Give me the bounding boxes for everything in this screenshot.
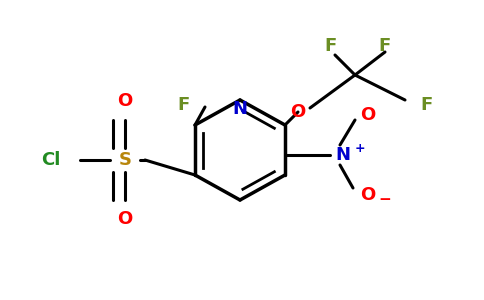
Text: S: S: [119, 151, 132, 169]
Text: O: O: [118, 210, 133, 228]
Text: O: O: [118, 92, 133, 110]
Text: F: F: [379, 37, 391, 55]
Text: F: F: [178, 96, 190, 114]
Text: F: F: [420, 96, 432, 114]
Text: +: +: [355, 142, 365, 154]
Text: O: O: [290, 103, 305, 121]
Text: Cl: Cl: [41, 151, 60, 169]
Text: N: N: [335, 146, 350, 164]
Text: O: O: [360, 186, 375, 204]
Text: −: −: [378, 193, 391, 208]
Text: N: N: [232, 100, 247, 118]
Text: F: F: [324, 37, 336, 55]
Text: O: O: [360, 106, 375, 124]
